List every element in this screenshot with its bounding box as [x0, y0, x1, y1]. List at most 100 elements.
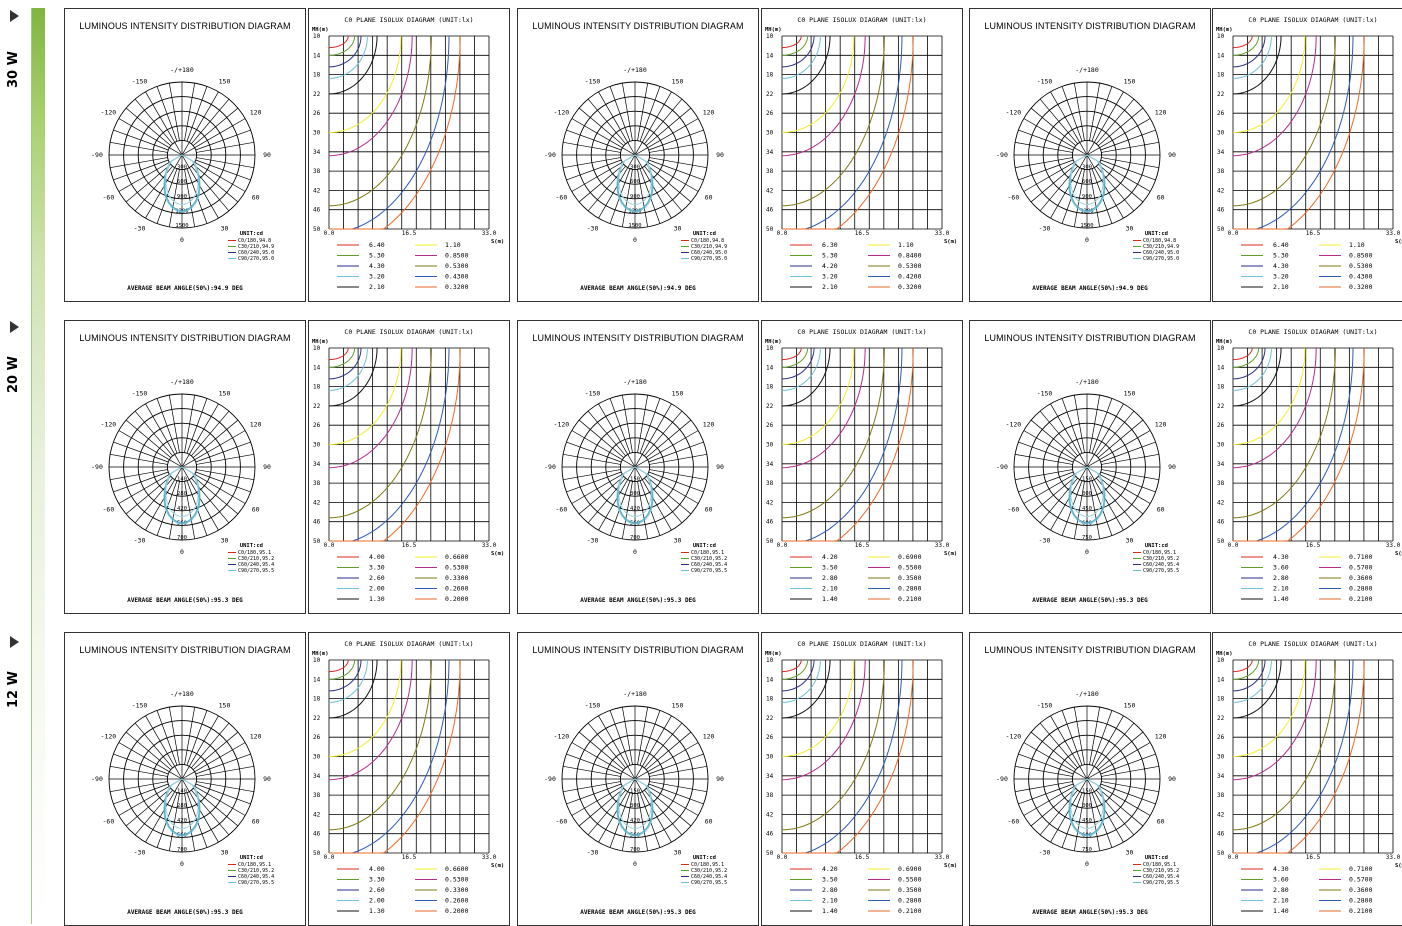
isolux-contour [782, 36, 831, 95]
polar-spoke [192, 788, 239, 827]
polar-spoke [641, 403, 672, 455]
polar-angle-label: 0 [1085, 236, 1089, 244]
polar-spoke [194, 742, 246, 773]
polar-angle-label: 150 [672, 77, 684, 85]
isolux-contour [1232, 35, 1317, 157]
isolux-y-tick: 10 [766, 657, 774, 664]
isolux-legend-value: 0.2800 [898, 585, 922, 593]
polar-angle-label: -150 [1037, 701, 1053, 709]
isolux-y-tick: 50 [766, 850, 774, 857]
polar-spoke [168, 395, 180, 453]
polar-spoke [639, 86, 661, 142]
polar-spoke [1018, 783, 1074, 805]
polar-spoke [1100, 753, 1156, 775]
polar-angle-label: 90 [1168, 151, 1176, 159]
polar-ring-label: 750 [1082, 535, 1092, 541]
polar-spoke [647, 118, 699, 149]
beam-angle-text: AVERAGE BEAM ANGLE(50%):94.9 DEG [580, 285, 696, 292]
polar-spoke [1073, 707, 1085, 765]
polar-legend-entry: C90/270,95.5 [691, 880, 727, 886]
isolux-y-tick: 14 [766, 52, 774, 59]
polar-angle-label: 30 [674, 225, 682, 233]
polar-spoke [1096, 410, 1135, 457]
isolux-y-tick: 18 [1217, 72, 1225, 79]
polar-spoke [113, 441, 169, 463]
isolux-diagram-panel: C0 PLANE ISOLUX DIAGRAM (UNIT:lx) MH(m) 10… [308, 320, 510, 614]
isolux-legend-value: 0.2800 [1349, 897, 1373, 905]
polar-unit: UNIT:cd [693, 855, 716, 861]
polar-title: LUMINOUS INTENSITY DISTRIBUTION DIAGRAM [984, 645, 1196, 655]
polar-angle-label: -150 [585, 701, 601, 709]
polar-spoke [598, 167, 629, 219]
polar-angle-label: 150 [219, 77, 231, 85]
isolux-contour [782, 659, 914, 854]
isolux-x-tick: 16.5 [1306, 230, 1321, 237]
polar-spoke [194, 118, 246, 149]
isolux-contour [1233, 36, 1253, 49]
polar-spoke [113, 753, 169, 775]
mh-unit-label: MH(m) [765, 27, 782, 33]
polar-spoke [649, 765, 707, 777]
isolux-legend-value: 0.2600 [445, 897, 469, 905]
isolux-legend-value: 2.10 [369, 283, 385, 291]
isolux-x-tick: 33.0 [1386, 230, 1401, 237]
isolux-legend-value: 0.8500 [1349, 252, 1373, 260]
isolux-title: C0 PLANE ISOLUX DIAGRAM (UNIT:lx) [344, 328, 474, 336]
polar-spoke [194, 161, 246, 192]
intensity-curve [618, 778, 652, 830]
isolux-contour [1233, 348, 1253, 361]
polar-spoke [1097, 731, 1144, 770]
isolux-y-tick: 22 [766, 715, 774, 722]
isolux-legend-value: 2.80 [822, 886, 838, 894]
polar-angle-label: -60 [556, 818, 568, 826]
isolux-x-tick: 0.0 [777, 854, 788, 861]
isolux-y-tick: 30 [1217, 442, 1225, 449]
polar-spoke [1101, 765, 1159, 777]
polar-spoke [1050, 791, 1081, 843]
isolux-contour [329, 348, 378, 407]
polar-spoke [641, 91, 672, 143]
polar-spoke [1099, 430, 1151, 461]
isolux-contour [1233, 35, 1365, 230]
polar-legend-entry: C90/270,95.5 [238, 880, 274, 886]
isolux-y-tick: 46 [1217, 207, 1225, 214]
polar-spoke [184, 83, 196, 141]
polar-angle-label: 90 [716, 775, 724, 783]
isolux-contour [329, 36, 356, 56]
polar-spoke [1023, 430, 1075, 461]
isolux-contour [1232, 659, 1306, 757]
isolux-contour [1233, 659, 1354, 854]
polar-legend-entry: C30/210,95.2 [238, 556, 274, 562]
isolux-contour [329, 660, 356, 680]
isolux-contour [329, 348, 362, 380]
polar-unit: UNIT:cd [240, 855, 263, 861]
polar-angle-label: -30 [587, 225, 599, 233]
isolux-legend-value: 2.00 [369, 897, 385, 905]
polar-spoke [191, 98, 230, 145]
isolux-contour [781, 659, 855, 757]
polar-spoke [118, 785, 170, 816]
isolux-legend-value: 2.10 [822, 585, 838, 593]
polar-ring-label: 300 [1082, 165, 1092, 171]
isolux-y-tick: 22 [313, 403, 321, 410]
polar-unit: UNIT:cd [1145, 231, 1168, 237]
polar-spoke [168, 83, 180, 141]
isolux-y-tick: 10 [313, 345, 321, 352]
polar-angle-label: -120 [101, 109, 117, 117]
isolux-contour [782, 35, 903, 230]
polar-spoke [1099, 742, 1151, 773]
polar-spoke [1015, 765, 1073, 777]
isolux-y-tick: 30 [313, 130, 321, 137]
beam-angle-text: AVERAGE BEAM ANGLE(50%):94.9 DEG [127, 285, 243, 292]
isolux-chart: 10 14 18 22 26 30 34 38 42 46 500.0 16.5 33.0 S(m) 4.3… [1217, 345, 1402, 603]
polar-angle-label: 60 [705, 194, 713, 202]
isolux-y-tick: 46 [1217, 519, 1225, 526]
polar-title: LUMINOUS INTENSITY DISTRIBUTION DIAGRAM [79, 333, 291, 343]
polar-legend-entry: C30/210,94.9 [1143, 244, 1179, 250]
polar-spoke [609, 86, 631, 142]
polar-spoke [113, 471, 169, 493]
polar-spoke [1099, 473, 1151, 504]
polar-spoke [648, 471, 704, 493]
polar-legend-entry: C30/210,95.2 [238, 868, 274, 874]
polar-ring-label: 1500 [175, 223, 188, 229]
